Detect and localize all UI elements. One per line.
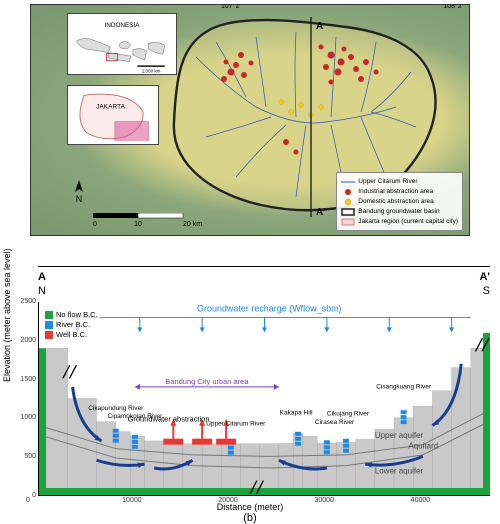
section-bar: A A' N S xyxy=(38,266,490,280)
y-tick: 0 xyxy=(12,492,36,499)
bc-well: Well B.C. xyxy=(56,330,87,340)
svg-text:Upper aquifer: Upper aquifer xyxy=(375,431,424,440)
section-A: A xyxy=(38,271,46,283)
svg-text:Cipamokolan River: Cipamokolan River xyxy=(108,413,164,420)
caption-b: (b) xyxy=(0,512,500,524)
svg-text:╱╱: ╱╱ xyxy=(249,480,265,494)
y-tick: 2000 xyxy=(12,337,36,344)
svg-text:Aquitard: Aquitard xyxy=(408,442,438,451)
inset-jakarta: JAKARTA xyxy=(67,85,159,145)
legend-river: Upper Citarum River xyxy=(358,177,417,186)
svg-text:Cirasea River: Cirasea River xyxy=(315,419,355,426)
svg-text:╱╱: ╱╱ xyxy=(62,364,78,378)
section-ap-label: A' xyxy=(316,207,326,217)
bc-noflow: No flow B.C. xyxy=(56,310,98,320)
x-tick: 0 xyxy=(26,497,30,504)
x-tick: 30000 xyxy=(315,497,334,504)
y-tick: 1500 xyxy=(12,376,36,383)
svg-text:INDONESIA: INDONESIA xyxy=(105,22,141,29)
svg-text:Cikapundung River: Cikapundung River xyxy=(88,405,144,412)
panel-a-map: A A' INDONESIA 1,000 km xyxy=(0,0,500,262)
svg-text:╱╱: ╱╱ xyxy=(475,337,490,351)
legend-basin: Bandung groundwater basin xyxy=(358,207,439,216)
x-tick: 40000 xyxy=(411,497,430,504)
map-canvas: A A' INDONESIA 1,000 km xyxy=(30,4,470,236)
svg-text:Cisangkuang River: Cisangkuang River xyxy=(376,383,432,390)
y-tick: 500 xyxy=(12,453,36,460)
svg-text:N: N xyxy=(76,194,83,204)
y-tick: 2500 xyxy=(12,298,36,305)
y-axis-label: Elevation (meter above sea level) xyxy=(2,248,12,382)
svg-text:JAKARTA: JAKARTA xyxy=(96,104,125,111)
cross-section-chart: Groundwater recharge (Wflow_sbm) Bandung … xyxy=(38,302,490,496)
north-arrow: N xyxy=(71,180,87,207)
svg-text:20 km: 20 km xyxy=(183,221,202,227)
lon-right: 108°2' xyxy=(443,4,463,10)
section-Aprime: A' xyxy=(479,271,490,283)
bc-river: River B.C. xyxy=(56,320,90,330)
svg-text:Kakapa Hill: Kakapa Hill xyxy=(280,410,313,417)
legend-ind: Industrial abstraction area xyxy=(358,187,433,196)
svg-text:0: 0 xyxy=(93,221,97,227)
legend-dom: Domestic abstraction area xyxy=(358,197,434,206)
section-a-label: A xyxy=(316,21,323,32)
x-tick: 10000 xyxy=(122,497,141,504)
svg-text:Bandung City urban area: Bandung City urban area xyxy=(165,377,249,386)
cross-section-svg: Groundwater recharge (Wflow_sbm) Bandung … xyxy=(39,302,490,495)
y-tick: 1000 xyxy=(12,414,36,421)
svg-text:Upper Citarum River: Upper Citarum River xyxy=(206,421,266,428)
section-S: S xyxy=(483,285,490,297)
lon-left: 107°2' xyxy=(221,4,241,10)
svg-text:1,000 km: 1,000 km xyxy=(142,69,161,74)
scalebar: 0 10 20 km xyxy=(93,213,233,227)
svg-text:10: 10 xyxy=(134,221,142,227)
panel-b-section: A A' N S Groundwater recharge (Wflow_sbm… xyxy=(0,262,500,524)
section-N: N xyxy=(38,285,46,297)
map-legend: Upper Citarum River Industrial abstracti… xyxy=(336,172,463,231)
x-tick: 20000 xyxy=(218,497,237,504)
legend-jakarta: Jakarta region (current capital city) xyxy=(358,217,458,226)
svg-text:Cikujang River: Cikujang River xyxy=(327,410,370,417)
svg-text:Groundwater recharge (Wflow_sb: Groundwater recharge (Wflow_sbm) xyxy=(197,303,342,313)
inset-indonesia: INDONESIA 1,000 km xyxy=(67,13,177,75)
svg-text:Lower aquifer: Lower aquifer xyxy=(375,466,424,475)
bc-legend: No flow B.C. River B.C. Well B.C. xyxy=(43,308,100,342)
